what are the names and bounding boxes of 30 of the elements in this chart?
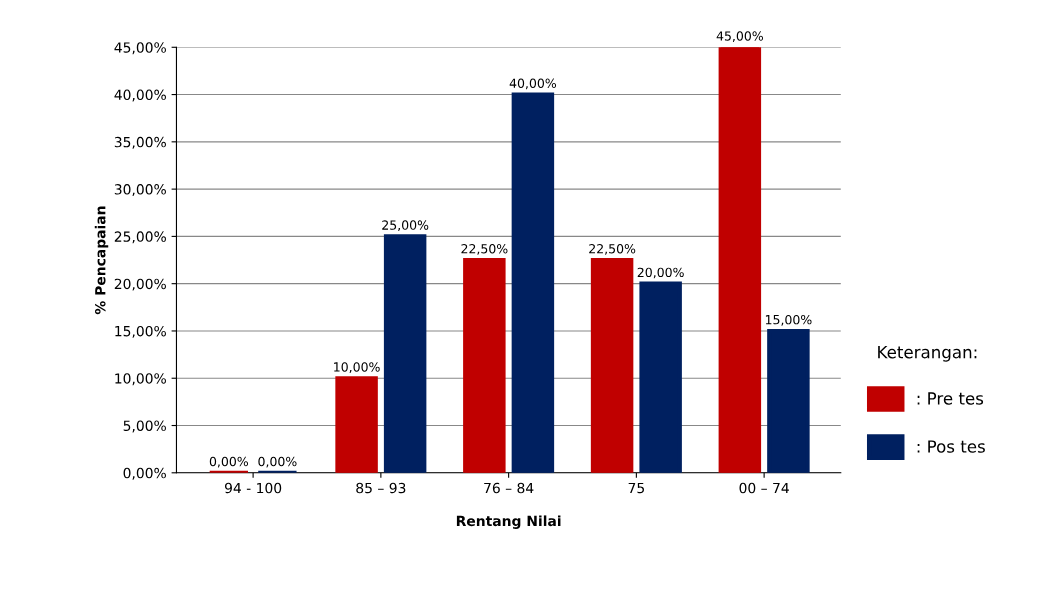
y-tick-label: 15,00% — [115, 325, 166, 338]
y-tick-label: 10,00% — [115, 373, 166, 386]
y-tick-label: 35,00% — [114, 136, 166, 149]
legend-label: : Pre tes — [917, 392, 984, 405]
data-label: 22,50% — [589, 244, 636, 255]
y-tick-label: 40,00% — [114, 89, 166, 102]
data-label: 0,00% — [258, 456, 297, 468]
x-tick-label: 85 – 93 — [356, 482, 406, 494]
data-label: 25,00% — [382, 220, 429, 232]
data-label: 10,00% — [334, 362, 380, 373]
x-tick-label: 94 - 100 — [224, 482, 282, 494]
data-label: 20,00% — [637, 267, 684, 279]
y-axis-title: % Pencapaian — [94, 206, 109, 315]
x-axis-title: Rentang Nilai — [456, 515, 561, 529]
legend-label: : Pos tes — [917, 440, 985, 453]
x-tick-label: 75 — [628, 482, 644, 494]
legend-title: Keterangan: — [878, 346, 977, 362]
data-label: 40,00% — [509, 78, 557, 90]
y-tick-label: 0,00% — [123, 467, 166, 480]
data-label: 0,00% — [209, 456, 248, 468]
y-tick-label: 5,00% — [123, 420, 166, 433]
data-label: 22,50% — [461, 244, 508, 255]
y-tick-label: 25,00% — [114, 231, 166, 244]
x-tick-label: 76 – 84 — [484, 482, 534, 494]
data-label: 15,00% — [765, 314, 812, 326]
data-label: 45,00% — [716, 31, 763, 42]
y-tick-label: 30,00% — [114, 184, 166, 197]
x-tick-label: 00 – 74 — [739, 482, 789, 494]
y-tick-label: 20,00% — [114, 278, 166, 291]
y-tick-label: 45,00% — [114, 42, 166, 55]
